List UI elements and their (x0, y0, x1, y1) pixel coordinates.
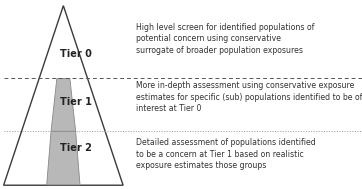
Polygon shape (4, 6, 123, 185)
Text: Tier 0: Tier 0 (60, 49, 92, 59)
Text: Detailed assessment of populations identified
to be a concern at Tier 1 based on: Detailed assessment of populations ident… (136, 138, 316, 170)
Polygon shape (47, 131, 80, 185)
Text: High level screen for identified populations of
potential concern using conserva: High level screen for identified populat… (136, 23, 314, 55)
Polygon shape (51, 78, 76, 131)
Text: Tier 2: Tier 2 (60, 143, 92, 153)
Text: Tier 1: Tier 1 (60, 97, 92, 107)
Text: More in-depth assessment using conservative exposure
estimates for specific (sub: More in-depth assessment using conservat… (136, 81, 362, 113)
